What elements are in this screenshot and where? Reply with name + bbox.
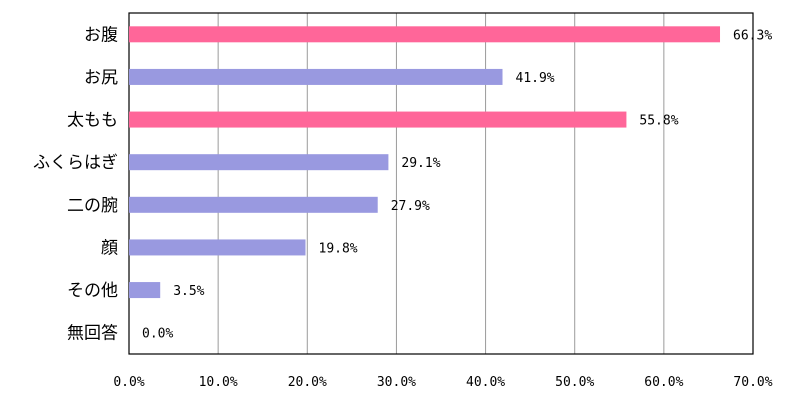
x-tick-label: 0.0% [113, 375, 144, 390]
value-label: 0.0% [142, 327, 173, 342]
value-label: 19.8% [319, 241, 358, 256]
bar [129, 196, 378, 213]
plot-area [128, 12, 754, 355]
value-label: 27.9% [391, 199, 430, 214]
bars [129, 26, 721, 299]
value-labels: 66.3% 41.9% 55.8% 29.1% 27.9% 19.8% 3.5% 0.0% [142, 28, 772, 341]
category-label: 無回答 [67, 324, 118, 344]
category-label: お腹 [84, 25, 118, 45]
x-tick-label: 10.0% [199, 375, 238, 390]
bar [129, 154, 389, 171]
value-label: 29.1% [401, 156, 440, 171]
category-label: その他 [67, 281, 118, 301]
category-label: 太もも [67, 111, 118, 131]
x-tick-label: 40.0% [466, 375, 505, 390]
bar [129, 282, 161, 299]
x-tick-label: 30.0% [377, 375, 416, 390]
bar [129, 111, 627, 128]
value-label: 55.8% [639, 114, 678, 129]
x-tick-label: 50.0% [555, 375, 594, 390]
category-label: お尻 [84, 68, 118, 88]
value-label: 41.9% [516, 71, 555, 86]
category-label: ふくらはぎ [33, 153, 118, 173]
value-label: 66.3% [733, 28, 772, 43]
x-axis-tick-labels: 0.0% 10.0% 20.0% 30.0% 40.0% 50.0% 60.0% 70.0% [113, 375, 772, 390]
category-label: 二の腕 [67, 196, 118, 216]
category-label: 顔 [101, 238, 118, 258]
x-tick-label: 20.0% [288, 375, 327, 390]
bar [129, 68, 503, 85]
bar [129, 26, 721, 43]
x-tick-label: 70.0% [733, 375, 772, 390]
value-label: 3.5% [173, 284, 204, 299]
x-tick-label: 60.0% [644, 375, 683, 390]
bar [129, 239, 306, 256]
